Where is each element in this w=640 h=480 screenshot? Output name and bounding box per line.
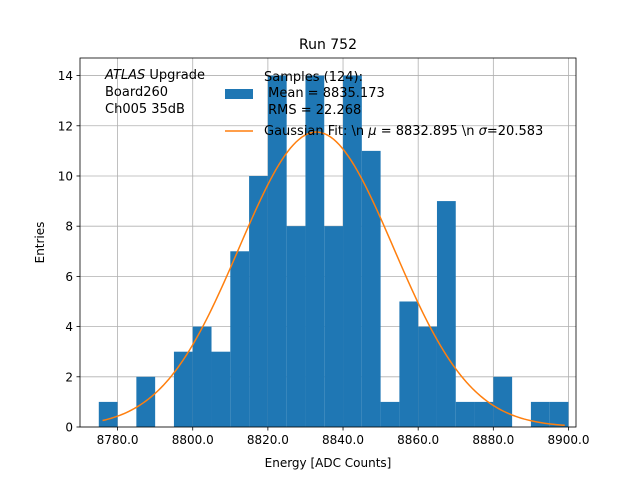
histogram-bar <box>249 175 268 427</box>
x-axis-label: Energy [ADC Counts] <box>265 456 392 470</box>
x-tick-label: 8880.0 <box>472 433 514 447</box>
legend-samples-swatch <box>225 89 253 99</box>
histogram-bar <box>211 351 231 427</box>
histogram-bar <box>474 401 494 427</box>
atlas-annotation-line1: ATLAS Upgrade <box>104 68 205 83</box>
histogram-bar <box>436 201 456 427</box>
histogram-bar <box>549 401 569 427</box>
y-tick-label: 4 <box>65 320 73 334</box>
legend-fit-mu-value: = 8832.895 \n <box>377 124 479 139</box>
board-label: Board260 <box>105 85 168 100</box>
histogram-bar <box>343 75 362 428</box>
y-tick-label: 8 <box>65 220 73 234</box>
upgrade-label: Upgrade <box>145 68 205 83</box>
histogram-bar <box>305 75 325 428</box>
legend-samples-line3: RMS = 22.268 <box>264 103 361 118</box>
y-tick-label: 12 <box>58 119 73 133</box>
x-tick-label: 8840.0 <box>322 433 364 447</box>
histogram-bar <box>380 401 400 427</box>
histogram-bar <box>530 401 550 427</box>
y-tick-label: 6 <box>65 270 73 284</box>
histogram-bar <box>230 251 250 427</box>
x-tick-label: 8820.0 <box>247 433 289 447</box>
x-tick-label: 8900.0 <box>547 433 589 447</box>
histogram-bars <box>98 75 569 428</box>
histogram-bar <box>267 75 287 428</box>
y-tick-label: 0 <box>65 421 73 435</box>
gaussian-fit-line <box>102 131 565 427</box>
histogram-bar <box>399 301 419 427</box>
legend-fit-sigma-value: =20.583 <box>487 124 543 139</box>
y-axis-ticks: 0 2 4 6 8 10 12 14 <box>58 69 80 435</box>
y-tick-label: 14 <box>58 69 73 83</box>
legend-fit-sigma-symbol: σ <box>479 124 488 139</box>
legend-fit-prefix: Gaussian Fit: \n <box>264 124 368 139</box>
x-axis-ticks: 8780.0 8800.0 8820.0 8840.0 8860.0 8880.0 8900… <box>97 427 589 447</box>
histogram-bar <box>455 401 475 427</box>
y-tick-label: 2 <box>65 370 73 384</box>
histogram-bar <box>418 326 437 427</box>
histogram-bar <box>493 376 513 427</box>
legend-samples-line2: Mean = 8835.173 <box>264 86 385 101</box>
legend: Samples (124): Mean = 8835.173 RMS = 22.… <box>225 70 543 139</box>
legend-samples-line1: Samples (124): <box>264 70 363 85</box>
histogram-bar <box>286 226 306 427</box>
x-tick-label: 8780.0 <box>97 433 139 447</box>
histogram-bar <box>361 150 381 427</box>
y-tick-label: 10 <box>58 169 73 183</box>
histogram-bar <box>192 326 212 427</box>
plot-frame <box>79 57 577 428</box>
histogram-bar <box>324 226 344 427</box>
x-tick-label: 8800.0 <box>172 433 214 447</box>
histogram-bar <box>173 351 193 427</box>
legend-fit-label: Gaussian Fit: \n μ = 8832.895 \n σ=20.58… <box>264 124 543 139</box>
atlas-label: ATLAS <box>104 68 145 83</box>
y-axis-label: Entries <box>33 222 47 264</box>
chart-title: Run 752 <box>299 37 357 53</box>
histogram-bar <box>98 401 118 427</box>
legend-fit-mu-symbol: μ <box>367 124 376 139</box>
x-tick-label: 8860.0 <box>397 433 439 447</box>
channel-label: Ch005 35dB <box>105 102 185 117</box>
